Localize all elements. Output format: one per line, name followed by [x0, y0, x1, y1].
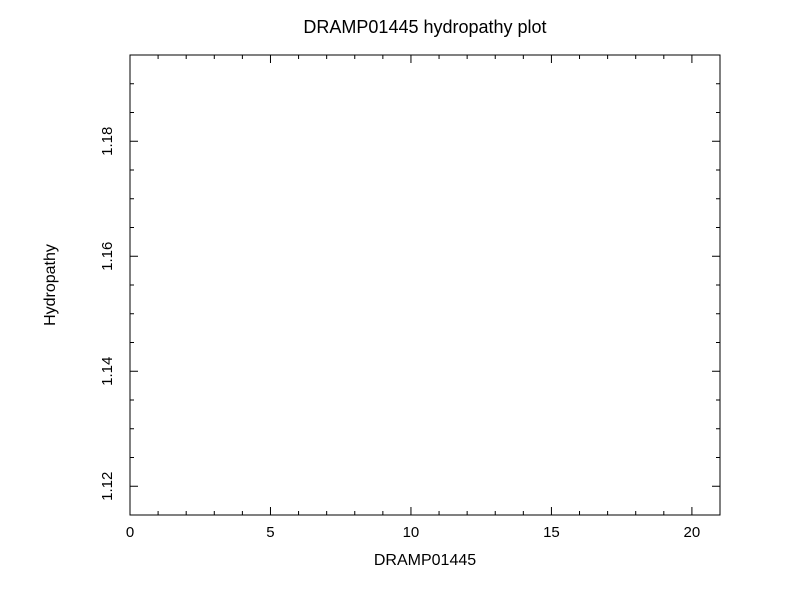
- x-tick-label: 15: [543, 524, 560, 541]
- x-tick-label: 5: [266, 524, 274, 541]
- x-tick-label: 20: [684, 524, 701, 541]
- y-axis-ticks: 1.12 1.14 1.16 1.18: [99, 55, 720, 515]
- y-tick-label: 1.14: [99, 357, 116, 386]
- chart-container: DRAMP01445 hydropathy plot DRAMP01445 Hy…: [0, 0, 800, 600]
- y-tick-label: 1.18: [99, 127, 116, 156]
- y-axis-label: Hydropathy: [42, 244, 59, 326]
- chart-title: DRAMP01445 hydropathy plot: [303, 17, 546, 37]
- x-axis-label: DRAMP01445: [374, 552, 476, 569]
- plot-border: [130, 55, 720, 515]
- x-tick-label: 10: [403, 524, 420, 541]
- y-tick-label: 1.16: [99, 242, 116, 271]
- hydropathy-plot: DRAMP01445 hydropathy plot DRAMP01445 Hy…: [0, 0, 800, 600]
- y-tick-label: 1.12: [99, 472, 116, 501]
- x-tick-label: 0: [126, 524, 134, 541]
- x-axis-ticks: 0 5 10 15 20: [126, 55, 720, 541]
